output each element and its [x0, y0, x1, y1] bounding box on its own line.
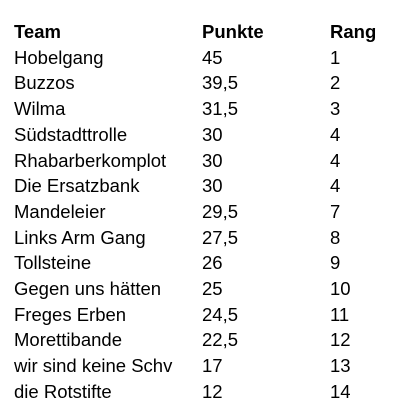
rank-cell: 12 — [330, 329, 351, 351]
team-cell: Rhabarberkomplot — [14, 149, 167, 171]
team-cell: Südstadttrolle — [14, 123, 128, 145]
table-row: Mandeleier 29,5 7 — [14, 199, 390, 225]
table-row: Rhabarberkomplot 30 4 — [14, 148, 390, 174]
rank-cell: 4 — [330, 175, 341, 197]
points-cell: 22,5 — [202, 329, 239, 351]
header-team: Team — [14, 21, 61, 42]
rank-cell: 9 — [330, 252, 341, 274]
header-row: Team Punkte Rang — [14, 19, 390, 45]
table-row: Die Ersatzbank 30 4 — [14, 173, 390, 199]
table-row: Wilma 31,5 3 — [14, 96, 390, 122]
rank-cell: 3 — [330, 98, 341, 120]
table-body: Hobelgang 45 1 Buzzos 39,5 2 Wilma 31,5 3 Südstad… — [14, 45, 390, 405]
team-cell: Hobelgang — [14, 46, 104, 68]
table-row: Tollsteine 26 9 — [14, 250, 390, 276]
team-cell: Morettibande — [14, 329, 122, 351]
table-row: die Rotstifte 12 14 — [14, 379, 390, 405]
rank-cell: 10 — [330, 278, 351, 300]
points-cell: 17 — [202, 355, 223, 377]
team-cell: Mandeleier — [14, 200, 106, 222]
rank-cell: 8 — [330, 226, 341, 248]
points-cell: 45 — [202, 46, 223, 68]
header-rank: Rang — [330, 21, 377, 42]
table-row: Hobelgang 45 1 — [14, 45, 390, 71]
points-cell: 30 — [202, 123, 223, 145]
table-row: Freges Erben 24,5 11 — [14, 302, 390, 328]
points-cell: 31,5 — [202, 98, 239, 120]
table-header: Team Punkte Rang — [14, 19, 390, 45]
points-cell: 30 — [202, 175, 223, 197]
rank-cell: 13 — [330, 355, 351, 377]
points-cell: 30 — [202, 149, 223, 171]
points-cell: 29,5 — [202, 200, 239, 222]
table-row: Gegen uns hätten 25 10 — [14, 276, 390, 302]
rank-cell: 2 — [330, 72, 341, 94]
points-cell: 24,5 — [202, 303, 239, 325]
ranking-table: Team Punkte Rang Hobelgang 45 1 Buzzos 39,5 2… — [14, 19, 390, 405]
table-row: Links Arm Gang 27,5 8 — [14, 225, 390, 251]
team-cell: Buzzos — [14, 72, 75, 94]
points-cell: 27,5 — [202, 226, 239, 248]
team-cell: Tollsteine — [14, 252, 92, 274]
team-cell: die Rotstifte — [14, 380, 112, 402]
rank-cell: 14 — [330, 380, 351, 402]
table-row: wir sind keine Schv 17 13 — [14, 353, 390, 379]
rank-cell: 1 — [330, 46, 341, 68]
team-cell: Links Arm Gang — [14, 226, 146, 248]
points-cell: 39,5 — [202, 72, 239, 94]
points-cell: 12 — [202, 380, 223, 402]
rank-cell: 11 — [330, 303, 350, 325]
team-cell: Die Ersatzbank — [14, 175, 140, 197]
table-row: Buzzos 39,5 2 — [14, 70, 390, 96]
table-row: Morettibande 22,5 12 — [14, 327, 390, 353]
team-cell: Wilma — [14, 98, 66, 120]
rank-cell: 4 — [330, 149, 341, 171]
table-row: Südstadttrolle 30 4 — [14, 122, 390, 148]
team-cell: Freges Erben — [14, 303, 127, 325]
header-points: Punkte — [202, 21, 264, 42]
points-cell: 25 — [202, 278, 223, 300]
team-cell: wir sind keine Schv — [14, 355, 173, 377]
rank-cell: 4 — [330, 123, 341, 145]
points-cell: 26 — [202, 252, 223, 274]
team-cell: Gegen uns hätten — [14, 278, 162, 300]
rank-cell: 7 — [330, 200, 341, 222]
